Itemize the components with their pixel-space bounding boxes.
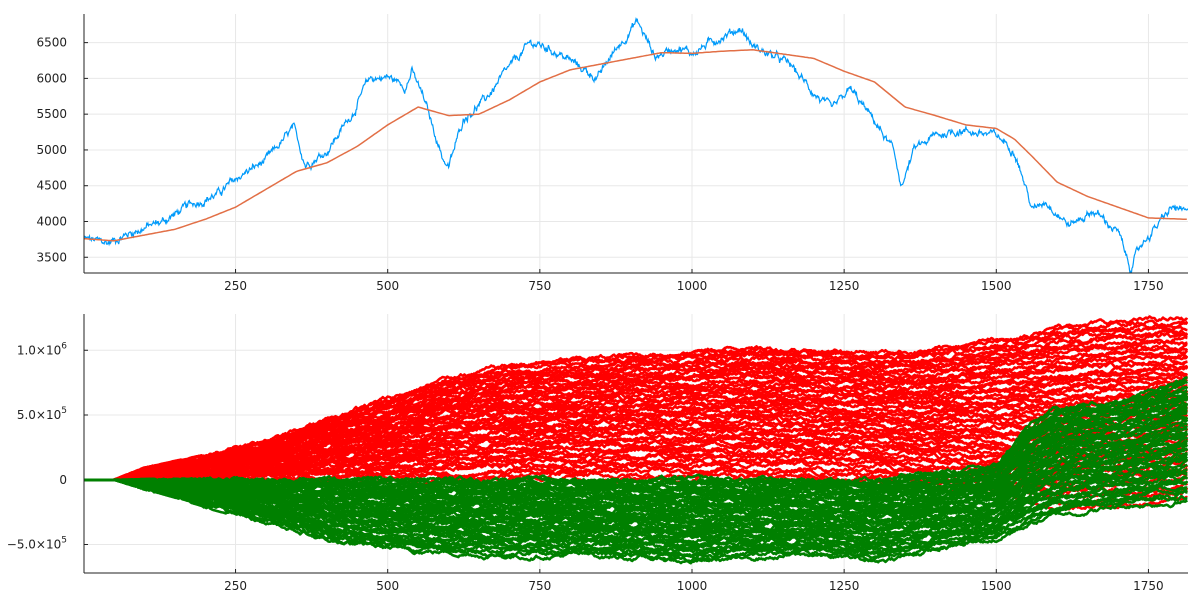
plot-area xyxy=(84,16,1188,273)
y-tick-label: 5500 xyxy=(36,107,67,121)
x-tick-label: 500 xyxy=(376,579,399,593)
path-positive-22 xyxy=(84,413,1188,482)
y-tick-label: 5.0×105 xyxy=(17,406,67,422)
y-tick-label: 4500 xyxy=(36,179,67,193)
pnl-panel: 250 500 750 1000 1250 1500 1750 −5.0×105 0 5.0×10… xyxy=(7,314,1188,593)
y-tick-label: 4000 xyxy=(36,214,67,228)
y-tick-label: 1.0×106 xyxy=(17,341,67,357)
path-negative-37 xyxy=(84,407,1188,510)
path-positive-16 xyxy=(84,430,1188,482)
price-panel: 250 500 750 1000 1250 1500 1750 3500 4000 4500 500… xyxy=(36,14,1188,293)
path-positive-46 xyxy=(84,343,1188,482)
ensemble-positive xyxy=(84,315,1188,512)
x-tick-label: 500 xyxy=(376,279,399,293)
y-tick-label: 6000 xyxy=(36,71,67,85)
x-tick-label: 1750 xyxy=(1133,579,1164,593)
path-positive-31 xyxy=(84,389,1188,482)
path-positive-40 xyxy=(84,360,1188,482)
y-tick-label: 3500 xyxy=(36,250,67,264)
x-tick-label: 750 xyxy=(528,279,551,293)
plot-area xyxy=(84,315,1188,565)
series-line-1 xyxy=(84,16,1188,273)
y-tick-label: −5.0×105 xyxy=(7,536,67,552)
x-tick-label: 1250 xyxy=(829,579,860,593)
y-tick-label: 6500 xyxy=(36,36,67,50)
x-tick-label: 250 xyxy=(224,279,247,293)
x-tick-label: 1750 xyxy=(1133,279,1164,293)
x-tick-label: 250 xyxy=(224,579,247,593)
path-positive-55 xyxy=(84,315,1188,482)
path-positive-52 xyxy=(84,323,1188,482)
path-negative-44 xyxy=(84,395,1188,500)
path-positive-26 xyxy=(84,405,1188,482)
x-tick-label: 1000 xyxy=(677,579,708,593)
path-negative-55 xyxy=(84,380,1188,486)
path-negative-29 xyxy=(84,430,1188,519)
y-tick-label: 5000 xyxy=(36,143,67,157)
grid xyxy=(84,14,1188,273)
path-negative-54 xyxy=(84,376,1188,489)
x-tick-label: 1500 xyxy=(981,279,1012,293)
x-tick-label: 1000 xyxy=(677,279,708,293)
path-negative-2 xyxy=(84,478,1188,564)
y-tick-label: 0 xyxy=(59,473,67,487)
ensemble-negative xyxy=(84,376,1188,565)
x-tick-label: 1500 xyxy=(981,579,1012,593)
series-line-2 xyxy=(84,49,1187,242)
x-tick-label: 1250 xyxy=(829,279,860,293)
x-tick-label: 750 xyxy=(528,579,551,593)
